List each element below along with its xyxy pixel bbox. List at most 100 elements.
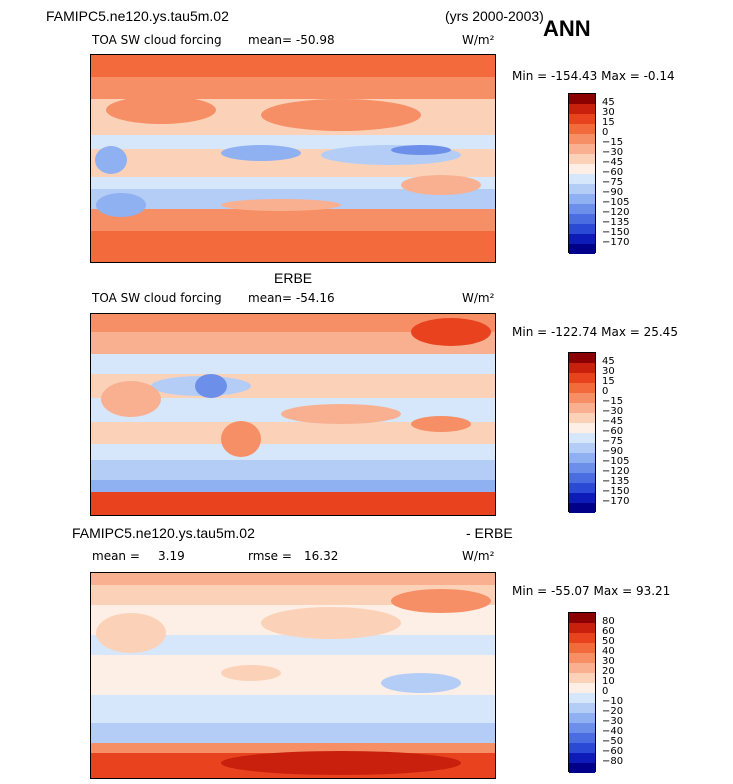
cb3-label: 60	[602, 626, 615, 637]
cb2-label: −30	[602, 406, 624, 417]
cb3-label: −60	[602, 746, 624, 757]
cb1-label: −105	[602, 197, 630, 208]
colorbar-swatch	[569, 673, 595, 683]
panel3-title-right: - ERBE	[466, 525, 513, 541]
cb1-label: −150	[602, 227, 630, 238]
colorbar-swatch	[569, 373, 595, 383]
colorbar-swatch	[569, 453, 595, 463]
colorbar-swatch	[569, 733, 595, 743]
panel3-mean-value: 3.19	[158, 549, 185, 563]
cb2-label: −45	[602, 416, 624, 427]
colorbar-swatch	[569, 94, 595, 104]
panel3-rmse-value: 16.32	[304, 549, 339, 563]
colorbar-swatch	[569, 643, 595, 653]
cb1-label: −30	[602, 147, 624, 158]
cb3-label: −10	[602, 696, 624, 707]
cb1-label: −90	[602, 187, 624, 198]
colorbar-swatch	[569, 124, 595, 134]
cb3-label: 20	[602, 666, 615, 677]
cb3-label: 50	[602, 636, 615, 647]
cb1-label: −15	[602, 137, 624, 148]
colorbar-swatch	[569, 433, 595, 443]
colorbar-swatch	[569, 244, 595, 254]
cb2-label: −105	[602, 456, 630, 467]
colorbar-swatch	[569, 403, 595, 413]
colorbar-swatch	[569, 114, 595, 124]
cb1-label: −45	[602, 157, 624, 168]
cb2-label: −120	[602, 466, 630, 477]
panel2-map	[90, 313, 496, 516]
cb3-label: 30	[602, 656, 615, 667]
colorbar-swatch	[569, 234, 595, 244]
colorbar-swatch	[569, 613, 595, 623]
panel1-mean: mean= -50.98	[248, 33, 335, 47]
cb3-label: −80	[602, 756, 624, 767]
cb1-label: −60	[602, 167, 624, 178]
cb1-label: 30	[602, 107, 615, 118]
panel3-mean-label: mean =	[92, 549, 140, 563]
panel3-map	[90, 572, 496, 779]
colorbar-swatch	[569, 214, 595, 224]
cb1-label: −75	[602, 177, 624, 188]
colorbar-swatch	[569, 353, 595, 363]
season-label: ANN	[543, 16, 591, 41]
colorbar-swatch	[569, 383, 595, 393]
panel1-map	[90, 54, 496, 263]
cb2-label: 30	[602, 366, 615, 377]
panel2-minmax: Min = -122.74 Max = 25.45	[512, 325, 678, 339]
colorbar-swatch	[569, 653, 595, 663]
cb2-label: −135	[602, 476, 630, 487]
colorbar-swatch	[569, 473, 595, 483]
panel3-title-left: FAMIPC5.ne120.ys.tau5m.02	[72, 525, 255, 541]
colorbar-swatch	[569, 723, 595, 733]
colorbar-swatch	[569, 224, 595, 234]
cb3-label: −20	[602, 706, 624, 717]
cb1-label: 0	[602, 127, 609, 138]
cb2-label: −15	[602, 396, 624, 407]
panel1-minmax: Min = -154.43 Max = -0.14	[512, 69, 675, 83]
colorbar-swatch	[569, 633, 595, 643]
colorbar-swatch	[569, 663, 595, 673]
cb3-label: −50	[602, 736, 624, 747]
cb1-label: −135	[602, 217, 630, 228]
colorbar-swatch	[569, 104, 595, 114]
colorbar-swatch	[569, 443, 595, 453]
cb3-label: 10	[602, 676, 615, 687]
panel2-variable: TOA SW cloud forcing	[92, 291, 222, 305]
colorbar-swatch	[569, 134, 595, 144]
cb3-label: −40	[602, 726, 624, 737]
colorbar-swatch	[569, 753, 595, 763]
cb2-label: −150	[602, 486, 630, 497]
panel2-title: ERBE	[274, 270, 313, 286]
colorbar-swatch	[569, 483, 595, 493]
colorbar-swatch	[569, 194, 595, 204]
cb2-label: 45	[602, 356, 615, 367]
panel1-variable: TOA SW cloud forcing	[92, 33, 222, 47]
colorbar-swatch	[569, 703, 595, 713]
years-label: (yrs 2000-2003)	[445, 8, 544, 24]
cb3-label: 40	[602, 646, 615, 657]
cb2-label: −90	[602, 446, 624, 457]
colorbar-swatch	[569, 144, 595, 154]
cb1-label: 45	[602, 97, 615, 108]
colorbar-swatch	[569, 413, 595, 423]
panel2-units: W/m²	[462, 291, 495, 305]
case-title: FAMIPC5.ne120.ys.tau5m.02	[46, 8, 229, 24]
colorbar-swatch	[569, 493, 595, 503]
panel3-minmax: Min = -55.07 Max = 93.21	[512, 584, 671, 598]
colorbar-swatch	[569, 763, 595, 773]
cb3-label: 0	[602, 686, 609, 697]
colorbar-swatch	[569, 363, 595, 373]
panel1-units: W/m²	[462, 33, 495, 47]
cb1-label: 15	[602, 117, 615, 128]
cb2-label: 0	[602, 386, 609, 397]
cb1-label: −170	[602, 237, 630, 248]
cb1-label: −120	[602, 207, 630, 218]
colorbar-swatch	[569, 423, 595, 433]
colorbar-swatch	[569, 154, 595, 164]
colorbar-swatch	[569, 693, 595, 703]
cb2-label: −75	[602, 436, 624, 447]
colorbar-swatch	[569, 713, 595, 723]
colorbar-swatch	[569, 463, 595, 473]
colorbar-swatch	[569, 184, 595, 194]
